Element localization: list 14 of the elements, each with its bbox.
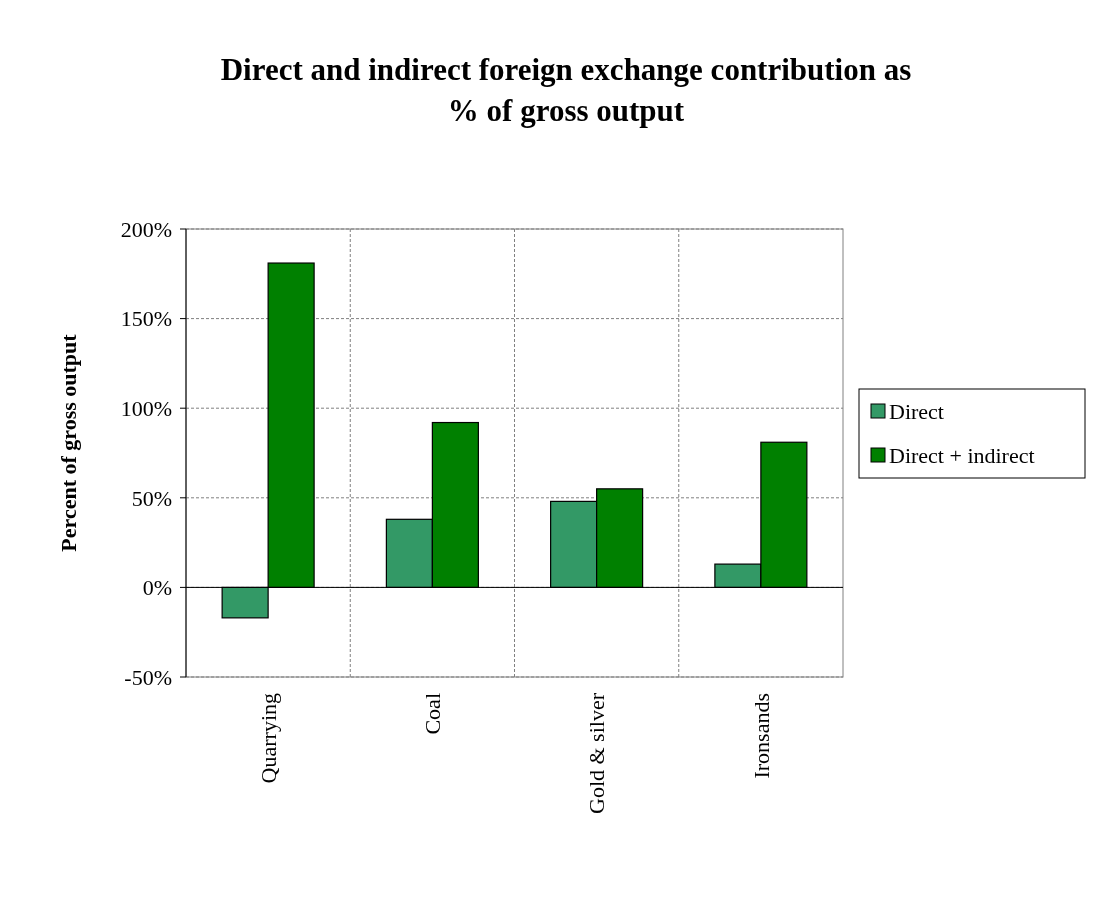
legend-label: Direct + indirect <box>889 442 1035 468</box>
x-tick-label: Gold & silver <box>584 692 610 814</box>
x-tick-label: Ironsands <box>748 693 774 779</box>
legend-label: Direct <box>889 398 944 424</box>
y-tick-label: 150% <box>120 306 172 332</box>
x-tick-label: Quarrying <box>255 693 281 784</box>
y-tick-label: 50% <box>131 485 172 511</box>
y-axis-title: Percent of gross output <box>56 333 81 552</box>
y-tick-label: 100% <box>120 395 172 421</box>
y-tick-label: -50% <box>124 664 172 690</box>
x-tick-label: Coal <box>420 693 446 735</box>
y-tick-label: 0% <box>142 575 172 601</box>
chart-title: Direct and indirect foreign exchange contribution as % of gross output <box>220 52 912 128</box>
y-tick-label: 200% <box>120 216 172 242</box>
